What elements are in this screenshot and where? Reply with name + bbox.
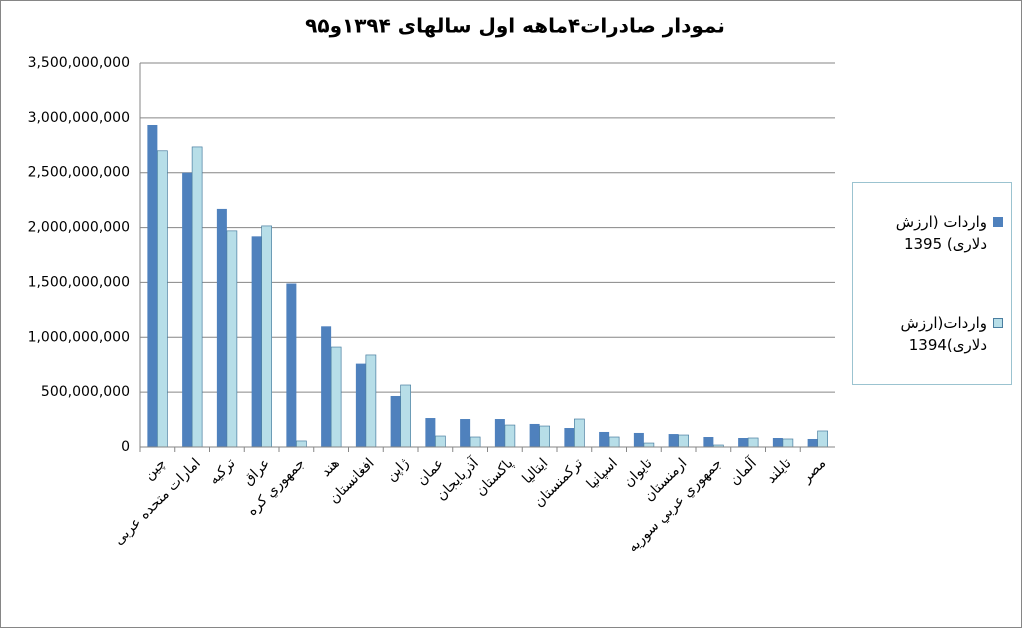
legend-entry: واردات (ارزش دلاری) 1395 (861, 211, 1003, 255)
y-tick-label: 3,500,000,000 (28, 55, 130, 71)
y-tick-label: 1,000,000,000 (28, 329, 130, 345)
bar (633, 432, 644, 447)
bar (539, 425, 550, 448)
y-tick-label: 1,500,000,000 (28, 274, 130, 290)
bar (494, 419, 505, 447)
bar (400, 384, 411, 448)
bar (330, 346, 342, 448)
legend-entry: واردات(ارزش دلاری)1394 (861, 312, 1003, 356)
y-tick-label: 3,000,000,000 (28, 110, 130, 126)
bar (817, 430, 828, 448)
bar (738, 438, 749, 447)
legend-swatch (993, 217, 1003, 228)
bar (782, 438, 794, 448)
legend-label: واردات (ارزش دلاری) 1395 (895, 213, 987, 254)
bar (286, 283, 297, 447)
bar (435, 435, 446, 448)
bar (355, 363, 366, 447)
bar (182, 172, 193, 447)
bar (216, 208, 227, 447)
bar (529, 423, 540, 447)
bar (390, 395, 401, 447)
bar (504, 424, 516, 448)
chart-title: نمودار صادرات۴ماهه اول سالهای ۱۳۹۴و۹۵ (305, 14, 725, 38)
y-tick-label: 500,000,000 (41, 384, 130, 400)
bar (321, 326, 332, 447)
bar (703, 437, 714, 447)
bar (157, 150, 168, 448)
y-tick-label: 0 (121, 439, 130, 455)
bar (191, 146, 203, 448)
bar (599, 431, 610, 447)
bar (668, 434, 679, 447)
bar (643, 442, 655, 448)
bar (574, 418, 585, 448)
bar (608, 436, 620, 448)
bar (747, 437, 759, 448)
bar (469, 436, 481, 448)
bar (226, 230, 238, 448)
legend: واردات (ارزش دلاری) 1395 واردات(ارزش دلار… (852, 182, 1012, 385)
bar (296, 440, 307, 448)
bar (147, 124, 158, 447)
legend-label: واردات(ارزش دلاری)1394 (900, 313, 987, 354)
bar (460, 419, 471, 447)
bar (261, 225, 272, 448)
bar (678, 434, 689, 448)
bar (365, 354, 377, 448)
legend-swatch (993, 317, 1003, 328)
bar (251, 236, 262, 447)
bar (772, 438, 783, 447)
bar (425, 418, 436, 447)
y-tick-label: 2,500,000,000 (28, 165, 130, 181)
bar (807, 438, 818, 447)
y-tick-label: 2,000,000,000 (28, 220, 130, 236)
bar (564, 428, 575, 447)
